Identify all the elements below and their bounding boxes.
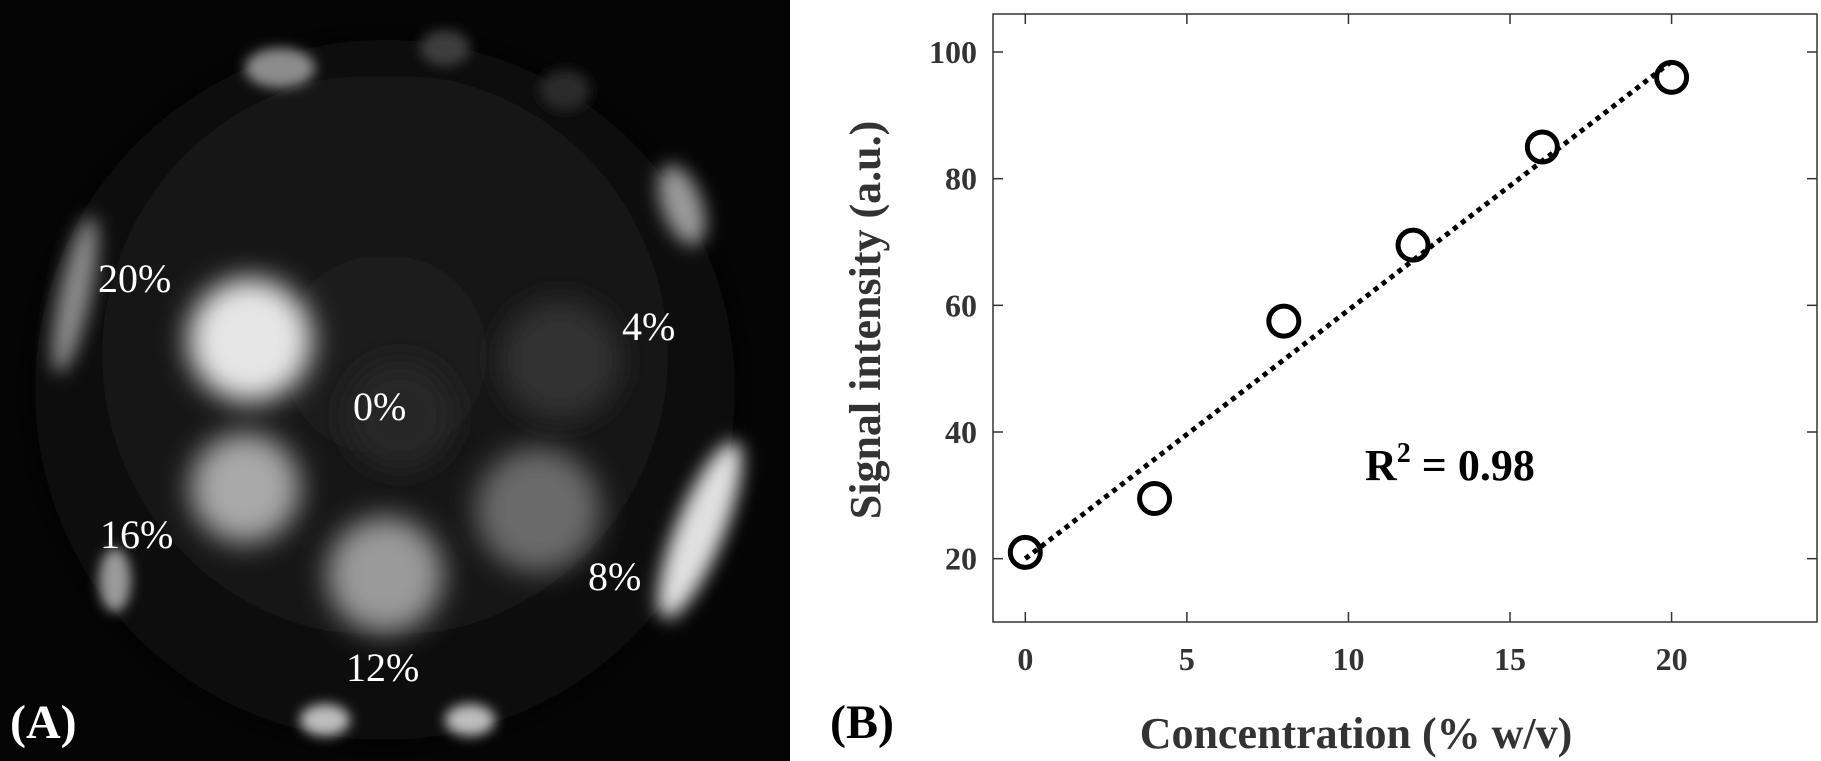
- linear-fit-line: [1023, 59, 1674, 561]
- data-point: [1266, 303, 1302, 339]
- vial-4-percent: [500, 300, 620, 420]
- vial-label-20-percent: 20%: [98, 256, 171, 301]
- r-squared-prefix: R: [1365, 441, 1398, 490]
- data-point: [1007, 534, 1043, 570]
- rim-artifact: [300, 704, 350, 736]
- y-tick-label: 60: [945, 287, 977, 323]
- rim-artifact: [420, 30, 470, 66]
- data-point: [1137, 481, 1173, 516]
- y-tick-label: 80: [945, 161, 977, 197]
- vial-16-percent: [190, 433, 300, 543]
- panel-a-letter: (A): [10, 696, 77, 749]
- r-squared-annotation: R2 = 0.98: [1365, 438, 1535, 490]
- rim-artifact: [540, 70, 590, 110]
- scatter-chart-panel: 0 5 10 15 20 20 40 60 80 100 Signal intensity (a.…: [830, 13, 1818, 758]
- rim-artifact: [658, 164, 706, 246]
- x-tick-label: 15: [1494, 641, 1526, 677]
- vial-0-percent: [345, 360, 455, 470]
- vial-label-16-percent: 16%: [100, 512, 173, 557]
- vial-label-4-percent: 4%: [622, 304, 675, 349]
- vial-12-percent: [327, 517, 443, 633]
- rim-artifact: [445, 704, 495, 736]
- y-tick-label: 20: [945, 541, 977, 577]
- r-squared-superscript: 2: [1397, 438, 1411, 469]
- vial-20-percent: [188, 278, 312, 402]
- rim-artifact: [658, 441, 742, 619]
- x-tick-label: 0: [1017, 641, 1033, 677]
- data-point: [1654, 59, 1690, 95]
- rim-artifact: [99, 548, 131, 612]
- vial-8-percent: [476, 448, 600, 572]
- panel-b-letter: (B): [830, 696, 894, 749]
- y-axis-title: Signal intensity (a.u.): [841, 121, 890, 520]
- x-tick-label: 10: [1332, 641, 1364, 677]
- phantom-image-panel: 20% 4% 0% 16% 8% 12% (A): [0, 0, 790, 761]
- plot-area: 0 5 10 15 20 20 40 60 80 100: [929, 13, 1818, 677]
- rim-artifact: [52, 216, 98, 374]
- plot-frame: [992, 13, 1818, 623]
- data-point: [1395, 227, 1431, 263]
- y-tick-label: 100: [929, 34, 977, 70]
- rim-artifact: [245, 48, 315, 88]
- vial-label-12-percent: 12%: [346, 645, 419, 690]
- vial-label-0-percent: 0%: [353, 384, 406, 429]
- x-axis-title: Concentration (% w/v): [1140, 709, 1573, 758]
- x-tick-label: 5: [1179, 641, 1195, 677]
- vial-label-8-percent: 8%: [588, 554, 641, 599]
- y-tick-label: 40: [945, 414, 977, 450]
- r-squared-value: = 0.98: [1411, 441, 1535, 490]
- data-point: [1524, 129, 1560, 165]
- x-tick-label: 20: [1656, 641, 1688, 677]
